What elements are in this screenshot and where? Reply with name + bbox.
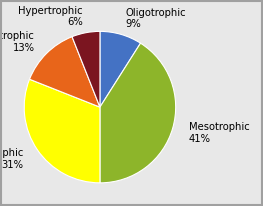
Wedge shape xyxy=(100,43,176,183)
Wedge shape xyxy=(100,31,140,107)
Text: Hypertrophic
6%: Hypertrophic 6% xyxy=(18,6,83,27)
Text: Supertrophic
13%: Supertrophic 13% xyxy=(0,31,35,53)
Wedge shape xyxy=(29,37,100,107)
Text: Mesotrophic
41%: Mesotrophic 41% xyxy=(189,122,249,144)
Text: Eutrophic
31%: Eutrophic 31% xyxy=(0,148,23,170)
Wedge shape xyxy=(72,31,100,107)
Wedge shape xyxy=(24,79,100,183)
Text: Oligotrophic
9%: Oligotrophic 9% xyxy=(126,8,186,29)
